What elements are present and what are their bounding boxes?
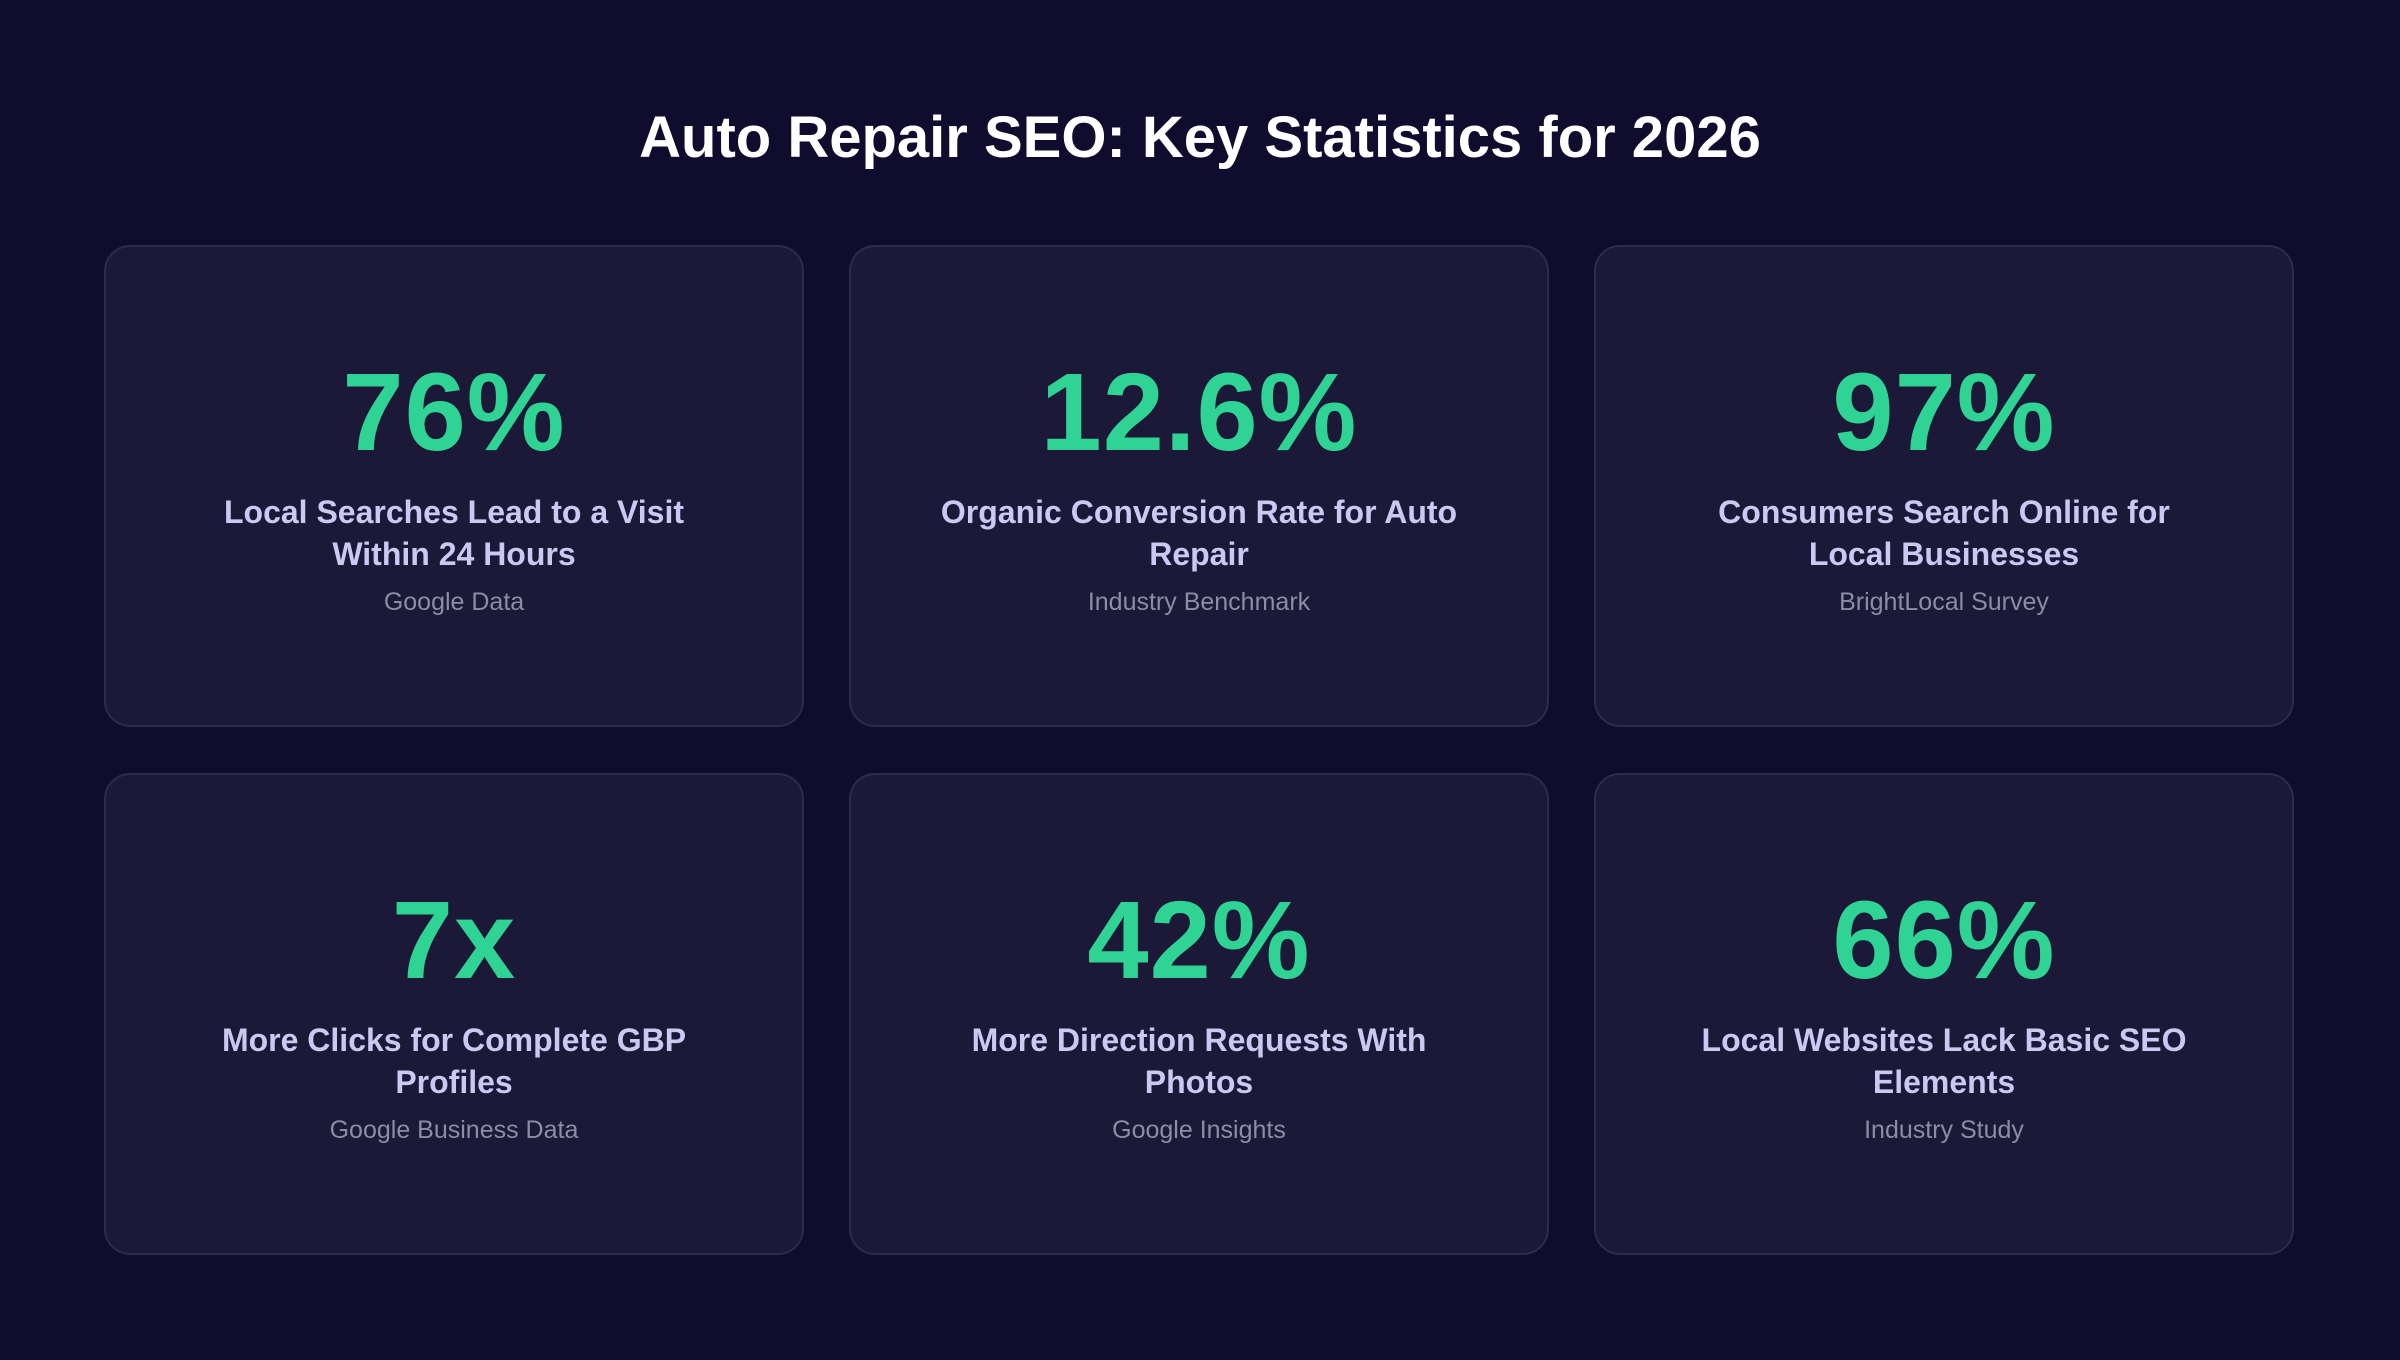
stat-value: 42% bbox=[1087, 879, 1311, 1002]
stats-grid: 76% Local Searches Lead to a Visit Within… bbox=[104, 245, 2294, 1255]
page-title: Auto Repair SEO: Key Statistics for 2026 bbox=[639, 105, 1761, 170]
stat-value: 7x bbox=[391, 879, 517, 1002]
stat-source: Google Business Data bbox=[329, 1116, 579, 1144]
stat-source: Google Data bbox=[383, 588, 525, 616]
stat-value: 76% bbox=[342, 351, 566, 474]
stat-value: 66% bbox=[1832, 879, 2056, 1002]
stat-card: 42% More Direction Requests With Photos Go… bbox=[849, 773, 1549, 1255]
stat-label: Local Searches Lead to a Visit Within 24… bbox=[223, 494, 685, 572]
stat-card: 66% Local Websites Lack Basic SEO Element… bbox=[1594, 773, 2294, 1255]
stat-label: More Direction Requests With Photos bbox=[971, 1022, 1427, 1100]
stat-label: Local Websites Lack Basic SEO Elements bbox=[1701, 1022, 2187, 1100]
stat-source: Industry Benchmark bbox=[1087, 588, 1311, 616]
stat-source: BrightLocal Survey bbox=[1839, 588, 2049, 616]
stat-label: Consumers Search Online for Local Busine… bbox=[1718, 494, 2170, 572]
stat-card: 12.6% Organic Conversion Rate for Auto Re… bbox=[849, 245, 1549, 727]
stat-card: 97% Consumers Search Online for Local Bus… bbox=[1594, 245, 2294, 727]
stat-label: Organic Conversion Rate for Auto Repair bbox=[940, 494, 1458, 572]
stat-source: Google Insights bbox=[1112, 1116, 1286, 1144]
stat-card: 7x More Clicks for Complete GBP Profiles G… bbox=[104, 773, 804, 1255]
stat-source: Industry Study bbox=[1864, 1116, 2024, 1144]
stat-value: 12.6% bbox=[1040, 351, 1358, 474]
stat-label: More Clicks for Complete GBP Profiles bbox=[221, 1022, 687, 1100]
stat-value: 97% bbox=[1832, 351, 2056, 474]
stat-card: 76% Local Searches Lead to a Visit Within… bbox=[104, 245, 804, 727]
